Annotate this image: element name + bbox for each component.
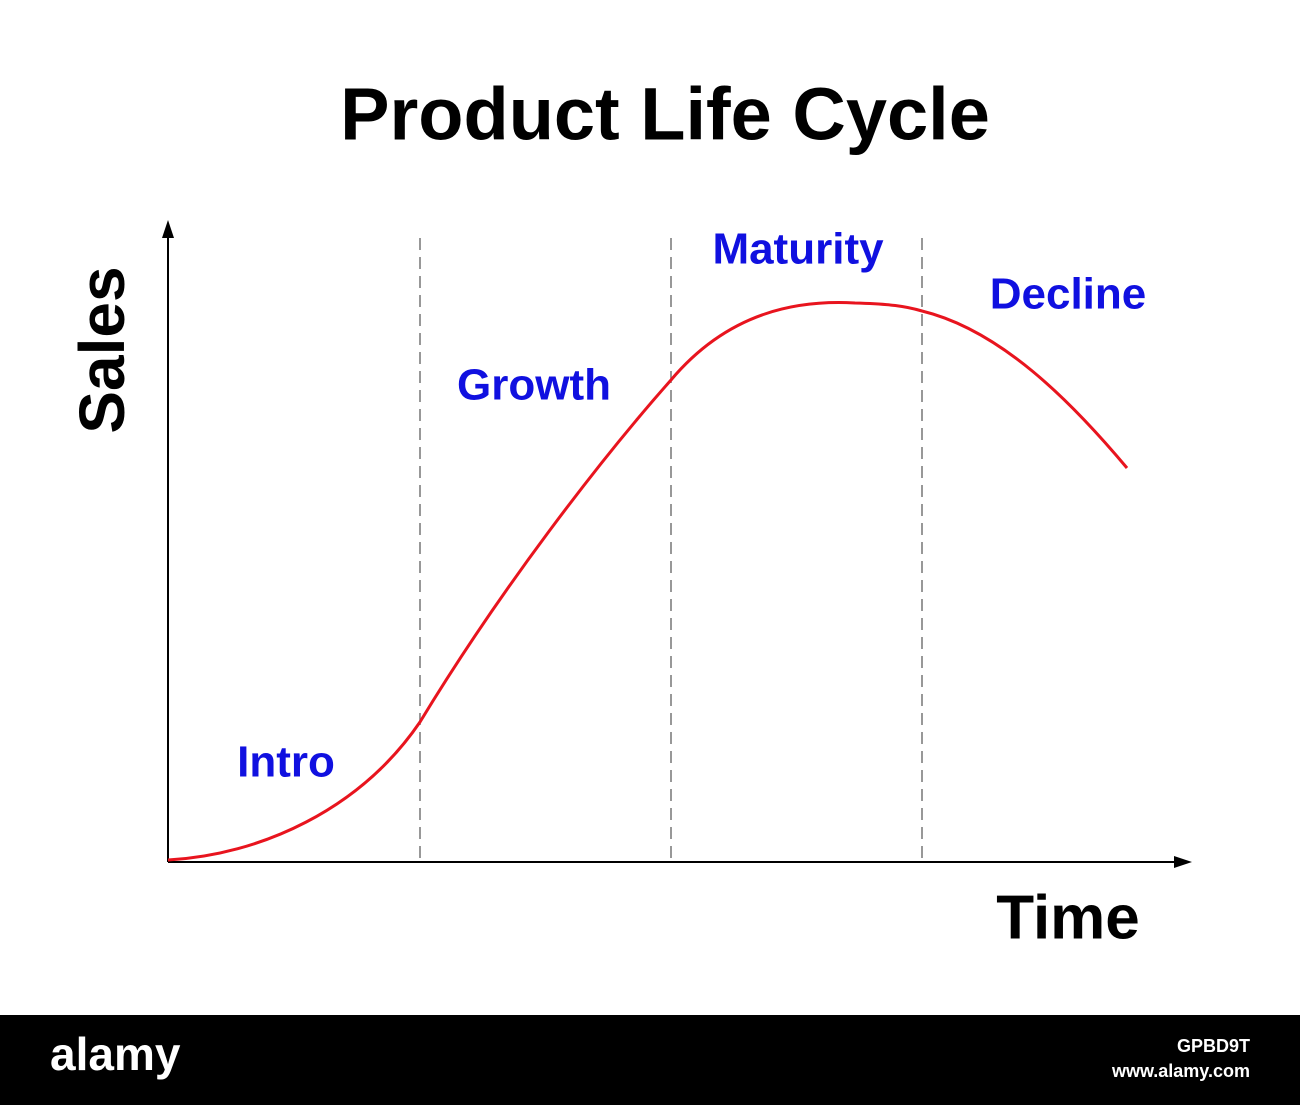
x-axis-label: Time	[996, 883, 1140, 952]
background	[0, 0, 1300, 1015]
y-axis-arrow	[162, 220, 174, 238]
footer-image-id: GPBD9T	[1177, 1036, 1250, 1056]
footer-brand: alamy	[50, 1028, 181, 1080]
footer-band	[0, 1015, 1300, 1105]
y-axis-label: Sales	[66, 266, 138, 433]
title: Product Life Cycle	[340, 73, 990, 156]
stage-label: Maturity	[712, 225, 884, 274]
footer-url: www.alamy.com	[1111, 1061, 1250, 1081]
x-axis-arrow	[1174, 856, 1192, 868]
life-cycle-curve	[167, 301, 1129, 862]
stage-label: Decline	[990, 270, 1147, 319]
stage-label: Intro	[237, 738, 335, 787]
stage-label: Growth	[457, 361, 611, 410]
